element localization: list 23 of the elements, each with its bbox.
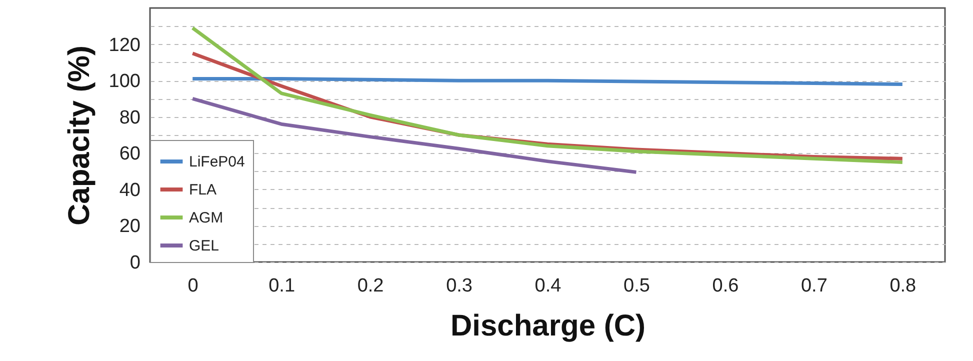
x-tick-label: 0.1: [268, 276, 296, 296]
x-tick-label: 0.4: [534, 276, 562, 296]
y-tick-label: 120: [108, 34, 140, 56]
y-tick-label: 20: [119, 216, 140, 238]
y-tick-label: 80: [119, 107, 140, 128]
legend-label: LiFeP04: [189, 154, 245, 170]
y-tick-label: 40: [119, 180, 140, 201]
x-axis-title: Discharge (C): [450, 310, 646, 342]
legend-label: AGM: [189, 210, 224, 226]
y-tick-label: 60: [119, 144, 140, 165]
x-tick-label: 0.8: [890, 276, 916, 296]
x-tick-label: 0.7: [800, 276, 828, 296]
x-tick-label: 0.6: [712, 276, 739, 296]
legend-label: FLA: [189, 182, 217, 198]
x-tick-label: 0.2: [357, 276, 384, 296]
x-tick-label: 0.3: [446, 276, 472, 296]
x-tick-label: 0.5: [624, 276, 650, 296]
y-axis-title: Capacity (%): [62, 45, 96, 226]
y-tick-label: 100: [108, 71, 140, 92]
y-tick-label: 0: [130, 252, 140, 274]
legend-label: GEL: [189, 238, 220, 254]
x-tick-label: 0: [188, 276, 198, 296]
line-series: [190, 96, 638, 174]
